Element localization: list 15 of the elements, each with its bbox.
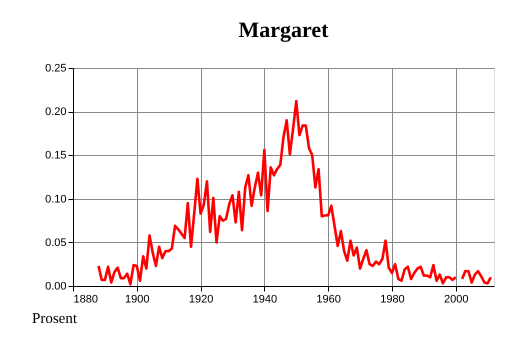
y-tick-label: 0.20	[45, 106, 66, 118]
chart-title: Margaret	[238, 17, 330, 42]
y-tick-label: 0.00	[45, 280, 66, 292]
x-tick-label: 1980	[380, 294, 405, 306]
y-tick-label: 0.25	[45, 62, 66, 74]
x-tick-label: 1940	[252, 294, 278, 306]
y-tick-label: 0.15	[45, 150, 66, 162]
x-tick-label: 1900	[125, 294, 150, 306]
x-tick-label: 1920	[188, 294, 214, 306]
y-axis-title: Prosent	[32, 311, 78, 327]
x-tick-label: 1960	[316, 294, 341, 306]
x-tick-label: 2000	[444, 294, 468, 306]
x-tick-label: 1880	[74, 294, 98, 306]
y-tick-label: 0.05	[45, 236, 66, 249]
y-tick-label: 0.10	[45, 193, 66, 206]
